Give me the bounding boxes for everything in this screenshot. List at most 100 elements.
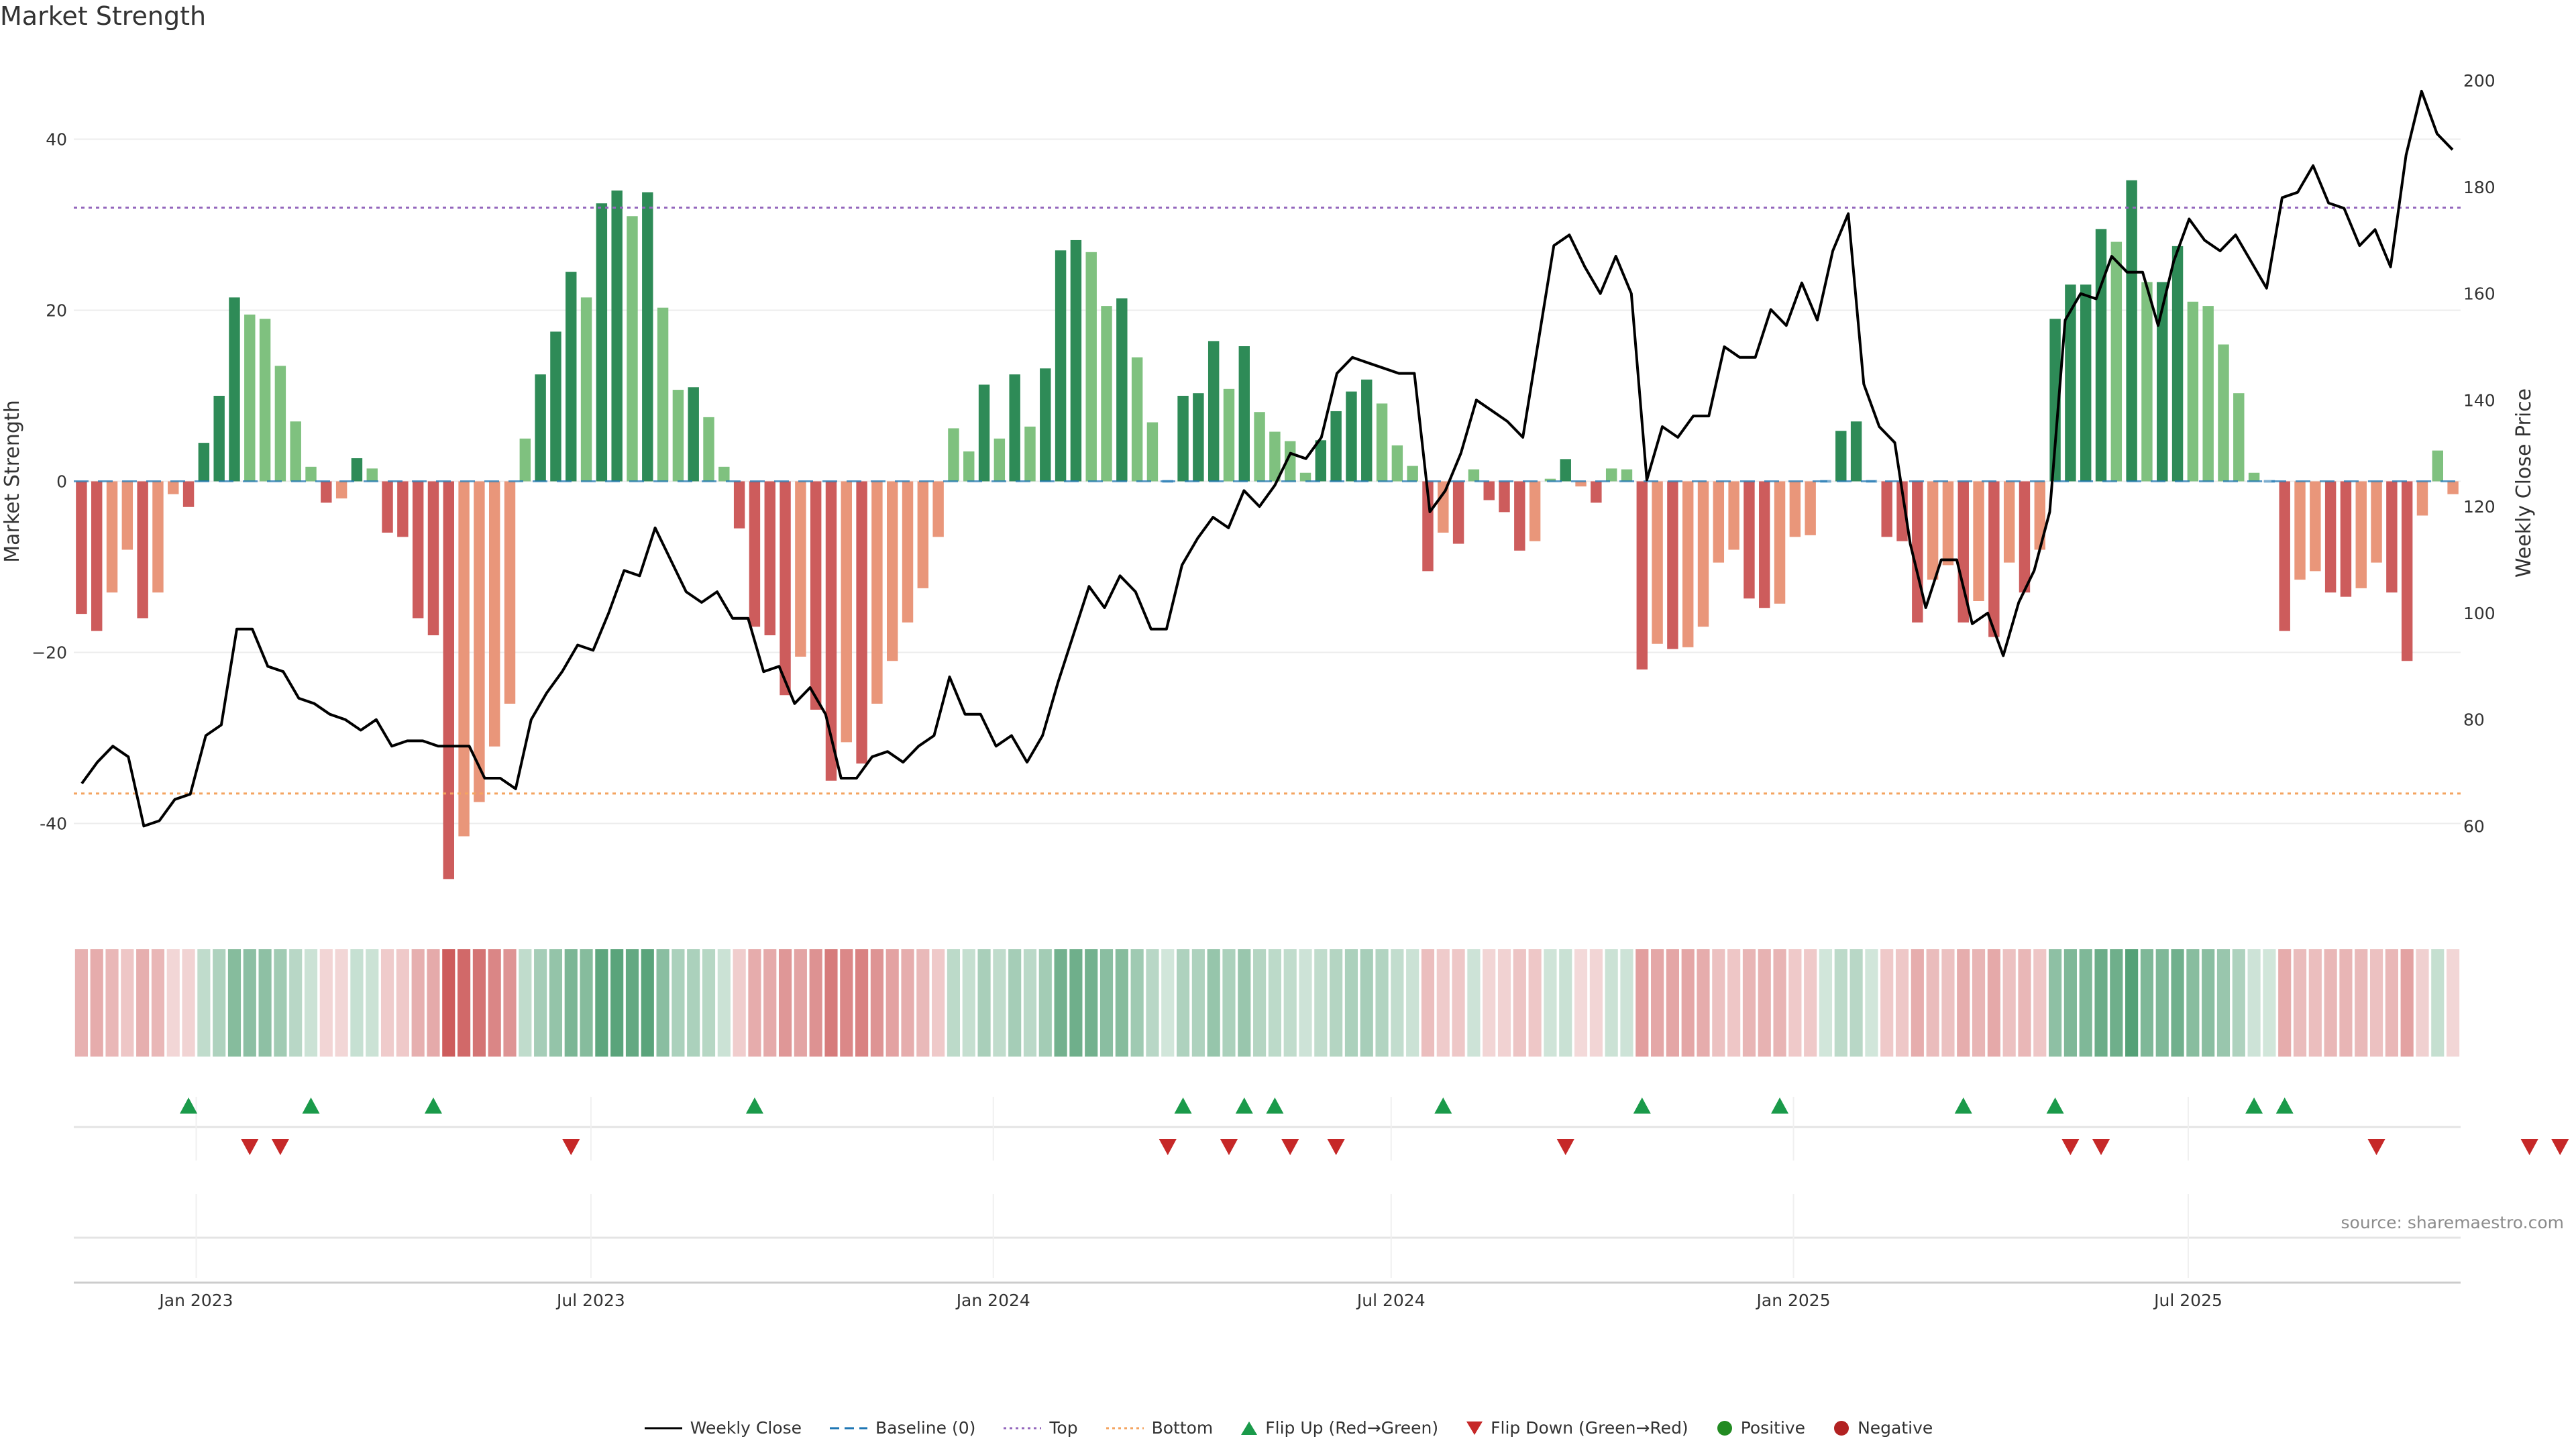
strength-bar: [1146, 422, 1159, 482]
flip-down-marker: [1281, 1139, 1299, 1155]
strength-bar: [474, 481, 485, 802]
heat-cell: [1299, 949, 1312, 1057]
strength-bar: [2432, 450, 2443, 482]
strength-bar: [2095, 229, 2107, 482]
heat-cell: [1559, 949, 1572, 1057]
strength-bar: [2080, 284, 2092, 482]
flip-down-marker: [2061, 1139, 2080, 1155]
source-note: source: sharemaestro.com: [2341, 1213, 2565, 1232]
weekly-close-line: [80, 89, 2454, 828]
heat-cell: [1758, 949, 1771, 1057]
strength-bar: [2233, 393, 2245, 482]
strength-bar: [412, 481, 424, 619]
strength-bar: [168, 481, 179, 494]
strength-bar: [887, 481, 898, 661]
heat-cell: [166, 949, 180, 1057]
heat-cell: [748, 949, 761, 1057]
heat-cell: [916, 949, 930, 1057]
heat-cell: [411, 949, 425, 1057]
heat-cell: [227, 949, 241, 1057]
strength-bar: [1544, 478, 1556, 482]
heat-cell: [1054, 949, 1067, 1057]
strength-bar: [121, 481, 133, 550]
heat-cell: [855, 949, 869, 1057]
heat-cell: [947, 949, 961, 1057]
heat-cell: [2278, 949, 2292, 1057]
strength-bar: [733, 481, 745, 529]
heat-cell: [1085, 949, 1098, 1057]
strength-bar: [1208, 341, 1220, 482]
strength-bar: [550, 331, 561, 482]
strength-bar: [2279, 481, 2290, 631]
heat-cell: [335, 949, 348, 1057]
heat-cell: [1620, 949, 1633, 1057]
strength-bar: [1713, 481, 1725, 563]
heat-cell: [2431, 949, 2445, 1057]
heat-cell: [1238, 949, 1251, 1057]
heat-cell: [1421, 949, 1435, 1057]
strength-bar: [1682, 481, 1694, 647]
heat-cell: [717, 949, 731, 1057]
strength-bar: [1728, 481, 1739, 550]
strength-bar: [1621, 469, 1633, 482]
heat-cell: [1911, 949, 1924, 1057]
strength-bar: [1667, 481, 1678, 649]
strength-bar: [1085, 252, 1097, 482]
heat-cell: [1452, 949, 1465, 1057]
heat-cell: [1130, 949, 1144, 1057]
strength-bar: [2157, 282, 2168, 482]
strength-bar: [489, 481, 500, 747]
flip-down-marker: [1327, 1139, 1345, 1155]
heat-cell: [1589, 949, 1603, 1057]
heat-cell: [1605, 949, 1618, 1057]
heat-cell: [136, 949, 150, 1057]
y2-tick-label: 100: [2463, 604, 2496, 623]
strength-bar: [2034, 481, 2045, 550]
strength-bar: [382, 481, 393, 533]
strength-bar: [611, 191, 623, 482]
heat-cell: [1283, 949, 1297, 1057]
heat-cell: [458, 949, 471, 1057]
legend-label: Bottom: [1151, 1418, 1214, 1438]
heat-cell: [1926, 949, 1939, 1057]
strength-bar: [397, 481, 409, 537]
heat-cell: [1391, 949, 1404, 1057]
heat-cell: [2155, 949, 2169, 1057]
heat-cell: [1069, 949, 1083, 1057]
strength-bar: [1743, 481, 1755, 599]
heat-cell: [1849, 949, 1863, 1057]
heat-cell: [1406, 949, 1419, 1057]
heat-cell: [243, 949, 256, 1057]
strength-bar: [1361, 379, 1373, 482]
heat-cell: [1819, 949, 1833, 1057]
strength-bar: [443, 481, 454, 879]
strength-bar: [1988, 481, 2000, 637]
strength-bar: [2141, 282, 2153, 482]
strength-bar: [198, 443, 210, 482]
strength-bar: [290, 421, 301, 482]
heat-cell: [1146, 949, 1159, 1057]
heat-cell: [763, 949, 777, 1057]
strength-bar: [994, 438, 1006, 482]
heat-cell: [1330, 949, 1343, 1057]
strength-bar: [213, 396, 225, 482]
strength-bar: [2248, 472, 2260, 482]
legend-label: Flip Up (Red→Green): [1265, 1418, 1439, 1438]
strength-bar: [91, 481, 103, 631]
heat-cell: [1804, 949, 1817, 1057]
heat-cell: [2063, 949, 2077, 1057]
heat-cell: [993, 949, 1006, 1057]
strength-bar: [749, 481, 761, 627]
y-tick-label: 40: [46, 130, 67, 150]
heat-cell: [2002, 949, 2016, 1057]
heat-cell: [2079, 949, 2092, 1057]
y2-axis-label: Weekly Close Price: [2512, 388, 2536, 578]
line-dotted-icon: [1004, 1427, 1042, 1429]
strength-bar: [596, 203, 608, 482]
strength-bar: [1774, 481, 1786, 604]
strength-bar: [2371, 481, 2382, 563]
y2-tick-label: 60: [2463, 816, 2485, 836]
heat-cell: [610, 949, 624, 1057]
strength-bar: [1269, 431, 1281, 482]
strength-bar: [1376, 403, 1388, 482]
